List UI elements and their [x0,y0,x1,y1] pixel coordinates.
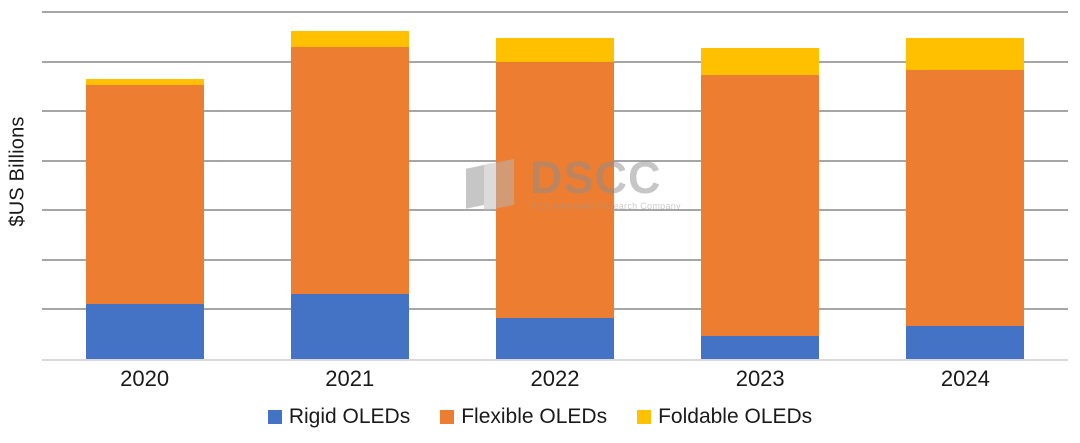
legend-item-foldable-oleds: Foldable OLEDs [637,405,812,429]
bar-2022 [452,12,657,359]
bar-2020 [42,12,247,359]
chart-legend: Rigid OLEDs Flexible OLEDs Foldable OLEDs [0,405,1080,429]
segment-foldable-oleds-2024 [906,37,1025,70]
bar-stack-2021 [290,30,409,359]
y-axis-label: $US Billions [6,116,29,227]
segment-flexible-oleds-2023 [701,75,820,337]
legend-label: Foldable OLEDs [658,405,813,428]
x-tick-label-2023: 2023 [735,366,785,391]
gridline [42,11,1068,13]
segment-rigid-oleds-2020 [85,304,204,359]
bar-2024 [863,12,1068,359]
x-tick-label-2020: 2020 [120,366,170,391]
bar-stack-2023 [701,47,820,359]
legend-swatch-icon [637,410,652,424]
legend-item-rigid-oleds: Rigid OLEDs [267,405,411,429]
plot-area [42,11,1068,361]
segment-rigid-oleds-2021 [290,293,409,359]
segment-foldable-oleds-2022 [495,37,614,62]
segment-flexible-oleds-2020 [85,85,204,305]
x-tick-label-2022: 2022 [530,366,580,391]
bar-stack-2024 [906,37,1025,359]
legend-swatch-icon [267,410,282,424]
legend-label: Rigid OLEDs [288,405,411,428]
segment-rigid-oleds-2023 [701,336,820,359]
segment-foldable-oleds-2023 [701,47,820,76]
segment-foldable-oleds-2021 [290,30,409,47]
legend-swatch-icon [440,410,455,424]
segment-flexible-oleds-2021 [290,46,409,294]
legend-label: Flexible OLEDs [461,405,608,428]
bar-stack-2020 [85,79,204,359]
bar-2023 [658,12,863,359]
bar-stack-2022 [495,37,614,359]
x-tick-label-2024: 2024 [940,366,990,391]
legend-item-flexible-oleds: Flexible OLEDs [440,405,607,429]
bar-2021 [247,12,452,359]
segment-rigid-oleds-2022 [495,318,614,359]
segment-flexible-oleds-2024 [906,69,1025,327]
x-tick-label-2021: 2021 [325,366,375,391]
x-axis-labels: 2020 2021 2022 2023 2024 [42,366,1068,396]
segment-rigid-oleds-2024 [906,326,1025,359]
segment-flexible-oleds-2022 [495,61,614,319]
segment-foldable-oleds-2020 [85,79,204,86]
